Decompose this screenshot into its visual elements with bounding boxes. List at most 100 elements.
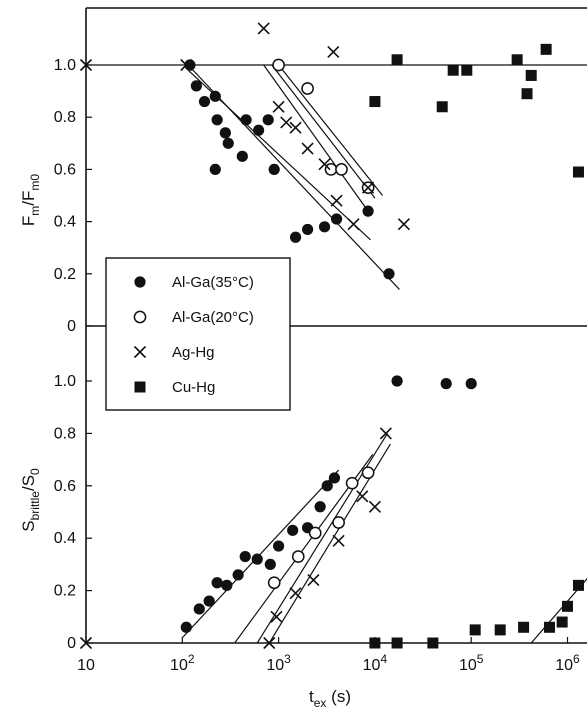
bottom-point-cu-hg (469, 624, 481, 636)
bottom-point-al-ga-35-c (440, 378, 452, 390)
bottom-point-al-ga-20-c (332, 516, 345, 529)
bottom-point-al-ga-35-c (273, 540, 285, 552)
bottom-point-ag-hg (263, 636, 276, 650)
bottom-point-cu-hg (556, 616, 568, 628)
top-point-cu-hg (540, 43, 552, 55)
top-point-al-ga-35-c (209, 163, 221, 175)
x-tick-label: 103 (266, 652, 291, 674)
bottom-point-ag-hg (289, 587, 302, 600)
top-y-axis-ticks: 1.0 0.8 0.6 0.4 0.2 0 (54, 57, 92, 335)
bottom-y-tick-label: 0.6 (54, 478, 76, 495)
bottom-point-ag-hg (270, 610, 283, 623)
bottom-point-cu-hg (543, 621, 555, 633)
top-point-al-ga-35-c (190, 80, 202, 92)
bottom-fit-line (181, 469, 340, 639)
bottom-y-tick-label: 0 (67, 635, 76, 652)
legend-label-ag-hg: Ag-Hg (172, 344, 215, 361)
x-tick-label: 106 (555, 652, 580, 674)
top-point-al-ga-35-c (268, 163, 280, 175)
legend-marker-ag-hg (133, 345, 147, 359)
x-tick-label: 105 (459, 652, 484, 674)
bottom-point-al-ga-20-c (345, 476, 359, 490)
top-point-al-ga-35-c (211, 114, 223, 126)
bottom-point-al-ga-20-c (291, 550, 305, 563)
top-point-cu-hg (511, 54, 523, 66)
top-point-al-ga-20-c (335, 163, 348, 176)
top-y-tick-label: 0.6 (54, 161, 76, 178)
bottom-point-al-ga-35-c (287, 524, 299, 536)
top-y-tick-label: 0.2 (54, 266, 76, 283)
top-point-al-ga-35-c (198, 95, 211, 108)
top-point-ag-hg (289, 121, 302, 134)
top-point-al-ga-35-c (222, 137, 234, 149)
top-point-al-ga-35-c (209, 90, 221, 102)
legend-marker-al-ga-35-c (134, 276, 146, 288)
top-fit-line (263, 64, 369, 212)
x-tick-label: 102 (170, 652, 195, 674)
top-point-al-ga-20-c (324, 163, 338, 176)
bottom-y-tick-label: 0.4 (54, 530, 76, 547)
top-point-al-ga-35-c (253, 124, 265, 136)
top-point-ag-hg (347, 218, 360, 231)
top-point-al-ga-35-c (262, 114, 274, 126)
bottom-point-al-ga-20-c (308, 526, 322, 540)
bottom-point-al-ga-35-c (465, 378, 477, 390)
top-point-al-ga-35-c (289, 231, 302, 243)
bottom-point-al-ga-35-c (180, 621, 192, 633)
top-point-al-ga-20-c (272, 58, 285, 72)
top-point-cu-hg (369, 96, 381, 108)
top-point-cu-hg (521, 88, 533, 100)
bottom-point-al-ga-35-c (314, 501, 326, 513)
bottom-y-tick-label: 1.0 (54, 373, 76, 390)
top-point-ag-hg (280, 116, 293, 129)
legend-marker-al-ga-20-c (133, 310, 147, 324)
bottom-point-ag-hg (379, 427, 392, 440)
bottom-point-ag-hg (332, 534, 345, 547)
bottom-point-al-ga-35-c (221, 579, 233, 591)
top-point-ag-hg (272, 100, 285, 113)
top-point-cu-hg (461, 64, 473, 76)
bottom-point-al-ga-35-c (239, 550, 251, 563)
bottom-point-cu-hg (369, 637, 381, 649)
top-point-ag-hg (301, 142, 314, 155)
legend-label-al-ga-20-c: Al-Ga(20°C) (172, 309, 254, 326)
bottom-point-cu-hg (494, 624, 506, 636)
bottom-point-al-ga-35-c (211, 577, 223, 589)
top-point-ag-hg (257, 22, 270, 35)
top-point-al-ga-35-c (184, 59, 196, 71)
bottom-y-tick-label: 0.2 (54, 583, 76, 600)
top-point-ag-hg (180, 58, 193, 72)
legend: Al-Ga(35°C) Al-Ga(20°C) Ag-Hg Cu-Hg (105, 257, 291, 411)
top-fit-line (271, 64, 376, 199)
bottom-point-cu-hg (518, 621, 530, 633)
top-point-al-ga-20-c (301, 82, 314, 95)
bottom-point-cu-hg (427, 637, 439, 649)
top-point-ag-hg (79, 58, 93, 72)
top-point-cu-hg (572, 166, 584, 178)
top-point-cu-hg (525, 69, 537, 81)
x-tick-label: 10 (77, 657, 95, 674)
top-y-tick-label: 1.0 (54, 57, 76, 74)
bottom-point-ag-hg (368, 500, 381, 513)
top-point-al-ga-35-c (318, 221, 331, 233)
bottom-point-al-ga-35-c (251, 553, 263, 565)
svg-text:tex (s): tex (s) (309, 687, 351, 709)
bottom-point-al-ga-35-c (203, 595, 215, 607)
x-axis-title: tex (s) (309, 687, 351, 709)
legend-marker-cu-hg (134, 381, 146, 393)
bottom-point-al-ga-20-c (361, 466, 375, 480)
top-point-ag-hg (397, 218, 410, 231)
bottom-point-ag-hg (307, 574, 320, 587)
bottom-point-cu-hg (562, 600, 573, 612)
bottom-point-al-ga-35-c (264, 558, 276, 571)
top-point-al-ga-35-c (240, 114, 252, 126)
x-tick-label: 104 (363, 652, 388, 674)
bottom-y-tick-label: 0.8 (54, 425, 76, 442)
top-point-al-ga-35-c (362, 205, 374, 217)
top-point-cu-hg (391, 54, 403, 66)
top-point-ag-hg (318, 158, 331, 171)
top-fit-line (278, 64, 383, 196)
top-point-cu-hg (447, 64, 459, 76)
legend-label-al-ga-35-c: Al-Ga(35°C) (172, 274, 254, 291)
bottom-point-al-ga-35-c (328, 472, 341, 484)
